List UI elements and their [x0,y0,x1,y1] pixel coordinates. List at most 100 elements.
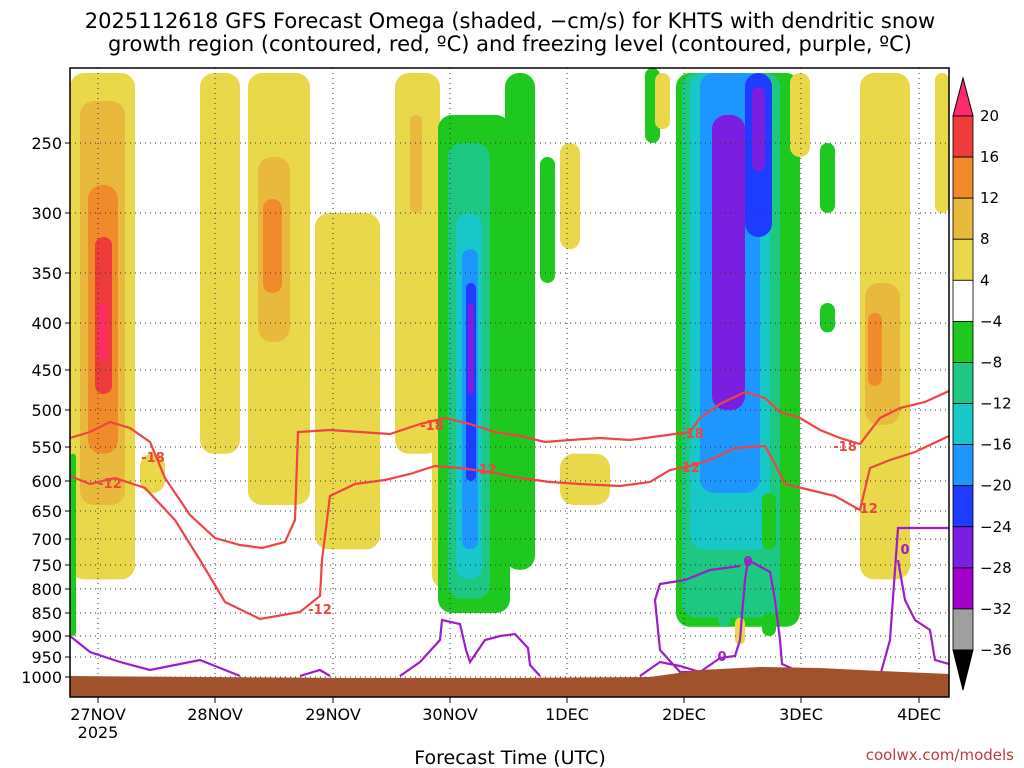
colorbar-label: −16 [980,436,1012,454]
colorbar-cell [952,526,974,569]
red-contour-label: -12 [854,502,878,517]
shade-yellow [395,73,440,454]
colorbar-label: −12 [980,395,1012,413]
red-contour-line [69,435,950,621]
x-tick-label: 1DEC [545,705,589,724]
x-axis-label: Forecast Time (UTC) [414,747,605,768]
shade-teal-green [718,579,730,627]
y-tick-label: 450 [31,361,62,380]
plot-frame [69,67,950,698]
y-tick-label: 700 [31,530,62,549]
y-tick-label: 550 [31,438,62,457]
colorbar-label: −24 [980,518,1012,536]
colorbar-cell [952,485,974,528]
chart-title-line1: 2025112618 GFS Forecast Omega (shaded, −… [85,9,935,33]
y-tick-label: 300 [31,204,62,223]
purple-contour-line [896,559,950,666]
colorbar-cell [952,320,974,363]
shade-yellow [560,453,610,505]
ground-terrain [70,667,949,697]
shade-green [820,303,835,333]
shade-yellow [790,73,810,157]
x-tick-label: 30NOV [422,705,478,724]
colorbar-label: 12 [980,189,999,207]
colorbar-top-arrow [952,76,974,117]
shade-yellow [315,213,380,550]
y-tick-label: 400 [31,314,62,333]
shade-yellow [935,73,949,213]
credit-text: coolwx.com/models [866,746,1014,764]
colorbar-cell [952,444,974,487]
colorbar-label: 20 [980,107,999,125]
x-tick-label: 29NOV [305,705,361,724]
purple-contour-line [69,635,241,678]
colorbar-label: −8 [980,353,1002,371]
y-tick-label: 500 [31,401,62,420]
x-tick-label: 27NOV [70,705,126,724]
x-tick-label: 4DEC [897,705,941,724]
shade-green [505,73,535,570]
omega-shading [70,68,949,645]
purple-contour-line [399,618,541,677]
colorbar-label: 8 [980,230,990,248]
shade-orange [263,199,282,293]
purple-contour-line [639,558,811,678]
shade-violet [752,87,765,171]
colorbar-label: 16 [980,148,999,166]
red-contour-label: -18 [833,440,857,455]
colorbar-cell [952,403,974,446]
colorbar-bottom-arrow [952,649,974,691]
purple-contour-label: 0 [743,555,752,570]
red-contour-label: -12 [98,477,122,492]
colorbar-cell [952,115,974,158]
red-contour-label: -18 [420,419,444,434]
shade-yellow [560,143,580,249]
x-year-label: 2025 [78,723,119,742]
y-axis-ticks: 250 300 350 400 450 500 550 600 650 700 750 800 850 9… [21,134,70,687]
contour-lines: -18-12-18-12-12-18-12-18-12000-12-18-12-… [69,390,950,678]
x-tick-label: 2DEC [662,705,706,724]
shade-green [820,143,835,213]
purple-contour-line [878,526,949,677]
colorbar-cell [952,156,974,199]
y-tick-label: 750 [31,556,62,575]
red-contour-label: -18 [680,427,704,442]
shade-yellow [200,73,240,454]
y-tick-label: 250 [31,134,62,153]
shade-gold [410,115,422,213]
x-tick-label: 28NOV [187,705,243,724]
colorbar-label: −36 [980,641,1012,659]
colorbar-label: −4 [980,312,1002,330]
colorbar-cell [952,197,974,240]
y-tick-label: 1000 [21,668,62,687]
shade-pink [99,303,106,361]
shade-violet [712,115,745,410]
chart-title-line2: growth region (contoured, red, ºC) and f… [108,32,912,56]
shade-green [762,613,776,636]
shade-orange [868,313,882,386]
plot-area: -18-12-18-12-12-18-12-18-12000-12-18-12-… [69,67,950,698]
y-tick-label: 650 [31,502,62,521]
shade-violet [468,303,474,394]
red-contour-line [69,390,950,550]
colorbar-cell [952,279,974,322]
colorbar-label: −28 [980,559,1012,577]
red-contour-label: -18 [141,451,165,466]
red-contour-label: -12 [676,461,700,476]
y-tick-label: 950 [31,648,62,667]
purple-contour-line [299,668,331,678]
shade-green [70,453,76,636]
purple-contour-label: 0 [900,543,909,558]
y-tick-label: 800 [31,580,62,599]
red-contour-label: -12 [473,463,497,478]
colorbar: 20 16 12 8 4 −4 −8 −12 −16 −20 −24 −28 −32 −36 [952,76,1012,691]
purple-contour-line [653,564,741,674]
red-contour-label: -12 [308,603,332,618]
shade-green [540,157,555,283]
x-tick-label: 3DEC [779,705,823,724]
y-tick-label: 600 [31,472,62,491]
y-tick-label: 900 [31,627,62,646]
colorbar-cell [952,238,974,281]
x-axis-ticks: 27NOV 28NOV 29NOV 30NOV 1DEC 2DEC 3DEC 4DEC [70,697,941,724]
